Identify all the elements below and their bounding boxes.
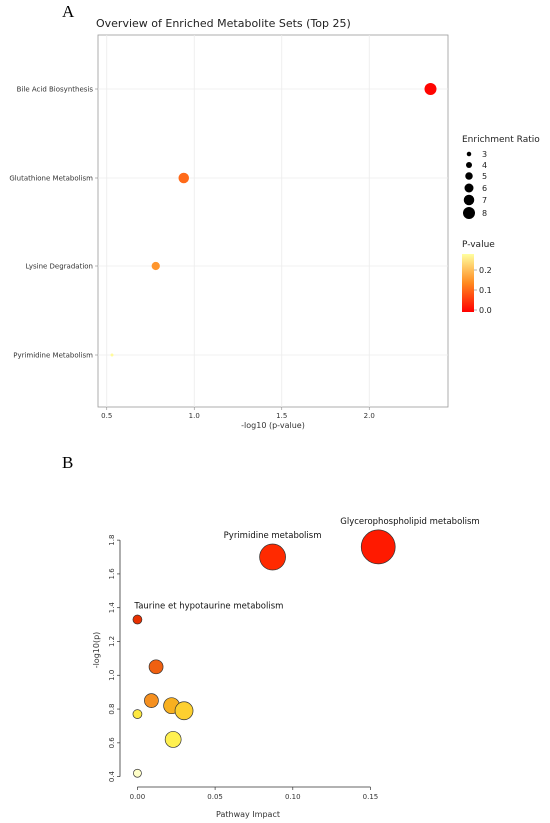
size-legend: Enrichment Ratio 3 4 5 6 7 8	[462, 135, 540, 219]
chart-a-x-axis: 0.5 1.0 1.5 2.0	[101, 407, 375, 420]
chart-a-point	[178, 172, 189, 184]
size-legend-label: 6	[482, 184, 487, 193]
chart-a-x-label: -log10 (p-value)	[241, 421, 305, 430]
chart-b-x-tick-label: 0.00	[130, 793, 146, 801]
chart-b-y-label: -log10(p)	[92, 632, 101, 669]
size-legend-label: 5	[482, 172, 487, 181]
chart-b-point-label: Glycerophospholipid metabolism	[340, 517, 479, 527]
panel-letter-b: B	[62, 453, 73, 472]
chart-b-y-tick-label: 1.2	[108, 636, 116, 647]
size-legend-label: 7	[482, 196, 487, 205]
chart-a-category-label: Lysine Degradation	[26, 263, 93, 271]
chart-a-x-tick-label: 1.0	[189, 412, 200, 420]
size-legend-dot	[464, 183, 474, 193]
chart-b-x-tick-label: 0.10	[285, 793, 301, 801]
chart-b-point-label: Pyrimidine metabolism	[224, 531, 322, 541]
chart-a-category-label: Bile Acid Biosynthesis	[17, 86, 94, 94]
chart-b-x-label: Pathway Impact	[216, 810, 280, 819]
chart-a-x-tick-label: 1.5	[276, 412, 287, 420]
chart-a-x-tick-label: 2.0	[364, 412, 375, 420]
chart-b-y-tick-label: 0.8	[108, 703, 116, 714]
panel-a: A Overview of Enriched Metabolite Sets (…	[9, 2, 540, 430]
chart-b-point-label: Taurine et hypotaurine metabolism	[133, 602, 283, 612]
color-legend-title: P-value	[462, 240, 495, 250]
panel-b: B 0.40.60.81.01.21.41.61.80.00 0.05 0.10 0.…	[62, 453, 480, 819]
chart-b-point	[174, 701, 194, 721]
color-legend-bar	[462, 254, 474, 312]
size-legend-dot	[465, 172, 473, 180]
chart-a-point	[151, 261, 160, 271]
chart-a-point	[110, 353, 114, 357]
chart-b-point	[164, 731, 182, 748]
size-legend-label: 8	[482, 209, 487, 218]
chart-b-point	[148, 659, 164, 675]
chart-a-points	[110, 83, 437, 357]
chart-b-annotations: Glycerophospholipid metabolism Pyrimidine…	[133, 517, 479, 612]
chart-b-point	[132, 709, 143, 719]
size-legend-dot	[466, 151, 472, 157]
chart-b-point	[360, 529, 396, 565]
chart-a-category-label: Glutathione Metabolism	[9, 175, 93, 183]
panel-letter-a: A	[62, 2, 75, 21]
chart-a-y-axis: Bile Acid Biosynthesis Glutathione Metabo…	[9, 86, 98, 360]
chart-a-plot-area	[97, 34, 449, 408]
chart-b-axes: 0.4 0.6 0.8 1.0 1.2 1.4 1.6 1.8 0.00 0.05 0.10 0.15	[108, 535, 378, 801]
chart-b-x-tick-label: 0.05	[207, 793, 223, 801]
color-legend: P-value 0.2 0.1 0.0	[462, 240, 495, 315]
chart-b-point	[144, 693, 159, 708]
size-legend-dot	[466, 162, 472, 168]
size-legend-title: Enrichment Ratio	[462, 135, 540, 145]
chart-b-y-tick-label: 1.4	[108, 602, 116, 614]
chart-b-point	[259, 543, 286, 571]
chart-b-y-tick-label: 0.4	[108, 771, 116, 783]
chart-b-x-tick-label: 0.15	[363, 793, 379, 801]
chart-b-y-tick-label: 0.6	[108, 737, 116, 749]
chart-b-point	[133, 768, 142, 778]
color-legend-label: 0.0	[479, 306, 492, 315]
chart-a-point	[424, 83, 437, 95]
size-legend-dot	[463, 194, 475, 206]
chart-b-points	[132, 529, 396, 778]
chart-b-y-tick-label: 1.0	[108, 670, 116, 681]
color-legend-label: 0.1	[479, 286, 492, 295]
chart-b-y-tick-label: 1.6	[108, 568, 116, 580]
size-legend-dot	[463, 207, 475, 219]
chart-a-category-label: Pyrimidine Metabolism	[13, 352, 93, 360]
chart-b-y-tick-label: 1.8	[108, 535, 116, 546]
chart-a-title: Overview of Enriched Metabolite Sets (To…	[96, 17, 351, 30]
size-legend-label: 4	[482, 161, 487, 170]
chart-b-point	[132, 614, 143, 625]
size-legend-label: 3	[482, 150, 487, 159]
chart-a-x-tick-label: 0.5	[101, 412, 112, 420]
color-legend-label: 0.2	[479, 266, 492, 275]
